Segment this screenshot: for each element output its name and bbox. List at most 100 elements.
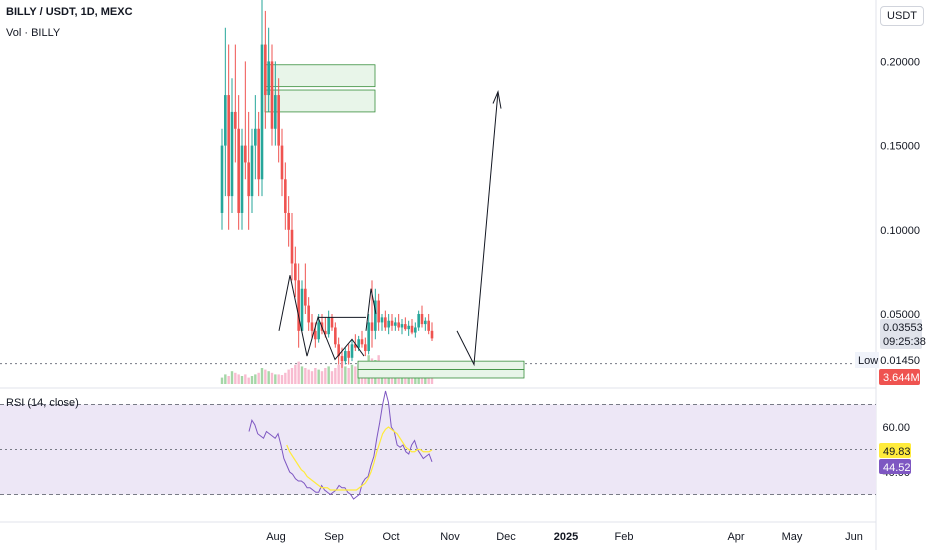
candle-body [330, 317, 334, 328]
candle-body [334, 327, 337, 345]
candle-body [284, 179, 287, 213]
price-tick-label: 0.20000 [880, 56, 920, 68]
time-tick-label: Jun [845, 531, 863, 543]
support-zone [357, 360, 525, 370]
candle-body [337, 344, 340, 357]
volume-bar [300, 366, 304, 384]
candle-body [254, 128, 257, 146]
currency-selector[interactable]: USDT [880, 6, 924, 26]
candle-body [327, 317, 330, 335]
candle-body [300, 288, 304, 331]
candle-body [410, 325, 414, 333]
time-tick-label: Sep [324, 531, 344, 543]
arrow-head-icon [492, 89, 502, 109]
volume-bar [314, 368, 317, 384]
volume-bar [264, 369, 267, 384]
volume-bar [287, 369, 290, 384]
volume-bar [227, 376, 230, 384]
candle-body [420, 314, 424, 325]
time-tick-label: Nov [440, 531, 460, 543]
volume-legend: Vol · BILLY [6, 27, 61, 39]
candle-body [400, 324, 404, 328]
candle-body [344, 351, 347, 362]
resistance-zone [264, 64, 376, 88]
rsi-value-badge [879, 459, 911, 474]
candle-body [347, 351, 350, 358]
candle-body [374, 300, 377, 331]
candle-body [287, 212, 290, 230]
rsi-ma-value: 49.83 [883, 446, 911, 458]
candle-body [404, 324, 407, 330]
candle-body [394, 322, 397, 326]
price-tick-label: 0.10000 [880, 225, 920, 237]
time-tick-label: Dec [496, 531, 516, 543]
volume-bar [250, 376, 254, 384]
candle-body [377, 300, 380, 323]
candle-body [324, 330, 327, 335]
volume-bar [327, 366, 330, 384]
candle-body [237, 128, 240, 213]
volume-bar [274, 374, 277, 384]
candle-body [244, 145, 247, 163]
volume-bar [294, 364, 297, 384]
candle-body [257, 128, 260, 180]
volume-value: 3.644M [883, 372, 920, 384]
candle-body [290, 229, 294, 264]
candle-body [314, 330, 317, 340]
candle-body [250, 145, 254, 197]
candle-body [227, 95, 230, 197]
volume-bar [310, 371, 314, 384]
price-tick-label: 0.05000 [880, 309, 920, 321]
time-tick-label: Feb [615, 531, 634, 543]
volume-bar [320, 371, 324, 384]
support-zone [357, 369, 525, 379]
candle-body [414, 327, 417, 333]
candle-body [370, 322, 374, 331]
rsi-line [248, 390, 433, 500]
candle-body [397, 322, 400, 328]
candle-body [297, 280, 300, 331]
volume-bar [337, 364, 340, 384]
candle-body [280, 145, 284, 180]
candle-body [247, 162, 250, 197]
candle-body [340, 356, 344, 362]
low-value: 0.01450 [880, 355, 920, 367]
last-price-badge [880, 319, 922, 349]
projection-arrow [456, 91, 499, 367]
volume-bar [254, 374, 257, 384]
time-tick-label: May [782, 531, 803, 543]
volume-bar [330, 371, 334, 384]
volume-bar [290, 368, 294, 384]
volume-bar [257, 372, 260, 384]
candle-body [427, 320, 430, 331]
candle-body [380, 317, 384, 323]
candle-body [360, 339, 364, 345]
candle-body [390, 320, 394, 326]
time-tick-label: Oct [382, 531, 399, 543]
volume-bar [344, 366, 347, 384]
resistance-zone [264, 89, 376, 113]
candle-body [350, 344, 354, 358]
candle-body [294, 263, 297, 281]
volume-bar [350, 364, 354, 384]
candle-body [357, 339, 360, 348]
candle-body [417, 314, 420, 328]
volume-bar [297, 361, 300, 384]
rsi-tick-label: 60.00 [882, 422, 910, 434]
volume-bar [277, 374, 280, 384]
candle-body [224, 95, 227, 146]
candle-body [384, 317, 387, 328]
volume-bar [230, 371, 234, 384]
volume-bar [247, 377, 250, 384]
volume-bar [224, 374, 227, 384]
volume-bar [244, 374, 247, 384]
pattern-line [365, 288, 377, 331]
time-tick-label: Aug [266, 531, 286, 543]
candle-body [260, 44, 264, 180]
chart-title: BILLY / USDT, 1D, MEXC [6, 6, 133, 18]
price-tick-label: 0.15000 [880, 141, 920, 153]
candle-body [364, 344, 367, 352]
volume-bar [234, 372, 237, 384]
candle-body [230, 111, 234, 197]
